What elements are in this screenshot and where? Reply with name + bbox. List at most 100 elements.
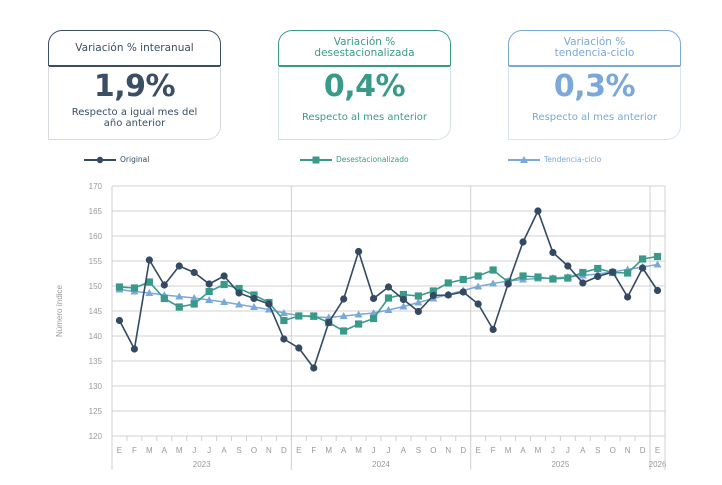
- y-tick-label: 160: [89, 232, 103, 241]
- y-tick-label: 120: [89, 432, 103, 441]
- x-tick-label: M: [325, 446, 332, 455]
- x-tick-label: M: [146, 446, 153, 455]
- x-tick-label: O: [430, 446, 436, 455]
- x-tick-label: S: [236, 446, 241, 455]
- card-subtitle: Respecto a igual mes del año anterior: [71, 107, 198, 129]
- x-tick-label: M: [505, 446, 512, 455]
- data-point: [220, 272, 228, 280]
- x-tick-label: A: [580, 446, 586, 455]
- data-point: [295, 344, 303, 352]
- data-point: [594, 272, 602, 281]
- x-tick-label: A: [341, 446, 347, 455]
- x-tick-label: M: [176, 446, 183, 455]
- y-tick-label: 155: [89, 257, 103, 266]
- y-tick-label: 165: [89, 207, 103, 216]
- card-title: Variación % interanual: [48, 30, 221, 67]
- data-point: [624, 293, 632, 301]
- data-point: [369, 294, 378, 303]
- data-point: [235, 300, 244, 308]
- data-point: [519, 238, 527, 246]
- data-point: [624, 269, 632, 277]
- data-point: [474, 282, 483, 290]
- data-point: [534, 273, 542, 281]
- data-point: [609, 268, 617, 276]
- x-tick-label: E: [296, 446, 301, 455]
- data-point: [369, 314, 378, 323]
- data-point: [264, 305, 273, 313]
- data-point: [145, 256, 153, 264]
- year-label: 2023: [193, 460, 211, 469]
- data-point: [444, 279, 452, 287]
- x-tick-label: M: [535, 446, 542, 455]
- legend-label: Desestacionalizado: [336, 155, 409, 164]
- x-tick-label: E: [476, 446, 481, 455]
- data-point: [429, 291, 437, 300]
- data-point: [489, 266, 497, 274]
- data-point: [355, 320, 363, 328]
- data-point: [280, 335, 288, 343]
- card-desestacionalizada: Variación % desestacionalizada 0,4% Resp…: [278, 30, 451, 140]
- data-point: [175, 303, 183, 311]
- data-point: [115, 316, 124, 325]
- x-tick-label: D: [281, 446, 287, 455]
- data-point: [235, 289, 243, 297]
- legend-item-original[interactable]: Original: [84, 155, 149, 164]
- data-point: [459, 288, 467, 296]
- data-point: [534, 207, 542, 215]
- data-point: [399, 290, 408, 299]
- data-point: [205, 287, 213, 296]
- data-point: [414, 298, 423, 306]
- data-point: [220, 280, 228, 289]
- x-tick-label: A: [162, 446, 168, 455]
- x-tick-label: J: [372, 446, 376, 455]
- card-title: Variación % tendencia-ciclo: [508, 30, 681, 67]
- data-point: [295, 312, 303, 320]
- legend-item-desestacionalizado[interactable]: Desestacionalizado: [300, 155, 409, 164]
- x-tick-label: A: [401, 446, 407, 455]
- data-point: [594, 264, 602, 273]
- data-point: [653, 260, 662, 268]
- data-point: [369, 309, 378, 316]
- card-tendencia-ciclo: Variación % tendencia-ciclo 0,3% Respect…: [508, 30, 681, 140]
- data-point: [489, 325, 497, 334]
- data-point: [250, 294, 258, 303]
- card-value: 1,9%: [93, 69, 176, 104]
- data-point: [459, 275, 467, 284]
- data-point: [145, 289, 154, 296]
- x-tick-label: F: [491, 446, 496, 455]
- data-point: [235, 284, 243, 293]
- x-tick-label: A: [221, 446, 227, 455]
- data-point: [339, 312, 348, 319]
- series-line: [119, 255, 658, 332]
- data-point: [579, 279, 587, 287]
- data-point: [384, 283, 393, 291]
- x-tick-label: A: [520, 446, 526, 455]
- data-point: [354, 310, 363, 318]
- data-point: [474, 272, 482, 280]
- data-point: [429, 287, 437, 295]
- legend-item-tendencia-ciclo[interactable]: Tendencia-ciclo: [508, 155, 601, 164]
- x-tick-label: J: [566, 446, 570, 455]
- data-point: [310, 312, 318, 320]
- data-point: [175, 262, 183, 270]
- data-point: [340, 327, 348, 335]
- x-tick-label: S: [416, 446, 421, 455]
- x-tick-label: F: [311, 446, 316, 455]
- data-point: [340, 295, 348, 303]
- data-point: [564, 262, 572, 270]
- y-tick-label: 150: [89, 282, 103, 291]
- year-label: 2025: [551, 460, 569, 469]
- x-tick-label: N: [266, 446, 272, 455]
- data-point: [265, 300, 273, 308]
- y-axis-label: Número índice: [55, 284, 64, 337]
- x-tick-label: S: [595, 446, 600, 455]
- card-value: 0,3%: [553, 69, 636, 104]
- data-point: [564, 274, 572, 282]
- data-point: [638, 264, 647, 272]
- data-point: [653, 252, 662, 261]
- year-label: 2026: [649, 460, 667, 469]
- data-point: [414, 292, 422, 300]
- x-tick-label: O: [251, 446, 257, 455]
- data-point: [190, 268, 198, 277]
